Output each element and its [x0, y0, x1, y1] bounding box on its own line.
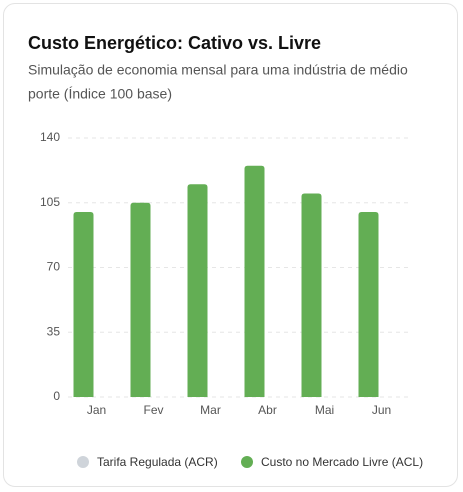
legend-marker — [241, 456, 253, 468]
legend-label: Custo no Mercado Livre (ACL) — [261, 455, 423, 469]
bar — [73, 212, 94, 397]
legend-marker — [77, 456, 89, 468]
bar — [358, 212, 379, 397]
y-tick-label: 35 — [47, 324, 61, 338]
chart-subtitle: Simulação de economia mensal para uma in… — [28, 62, 408, 78]
y-tick-label: 105 — [40, 195, 60, 209]
y-tick-label: 0 — [53, 389, 60, 403]
chart-subtitle: porte (Índice 100 base) — [28, 86, 172, 102]
x-tick-label: Jan — [87, 403, 106, 417]
x-tick-label: Jun — [372, 403, 391, 417]
x-tick-label: Mar — [200, 403, 221, 417]
x-tick-label: Fev — [143, 403, 163, 417]
bar — [301, 193, 322, 397]
y-tick-label: 140 — [40, 130, 60, 144]
legend-label: Tarifa Regulada (ACR) — [97, 455, 218, 469]
y-tick-label: 70 — [47, 260, 61, 274]
bar — [244, 165, 265, 397]
x-tick-label: Abr — [258, 403, 277, 417]
chart-title: Custo Energético: Cativo vs. Livre — [28, 33, 321, 53]
bar — [130, 202, 151, 397]
x-tick-label: Mai — [315, 403, 334, 417]
bar — [187, 184, 208, 397]
